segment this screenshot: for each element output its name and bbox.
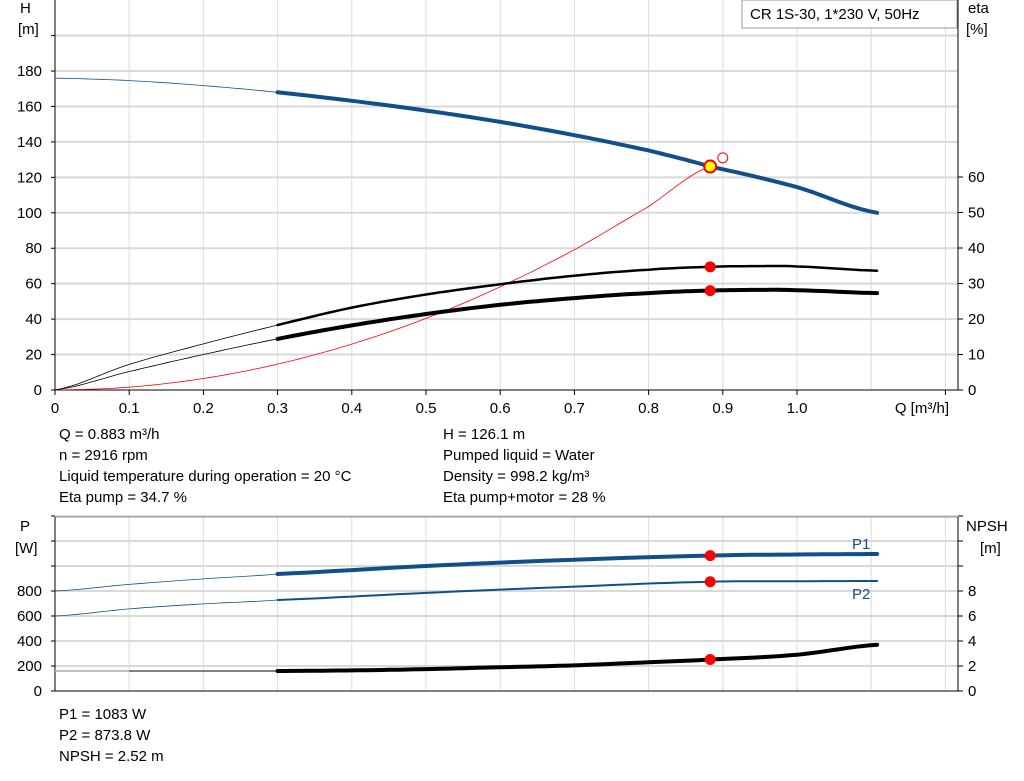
y2-axis-label: eta <box>968 0 990 17</box>
p2-curve-extrapolated <box>54 599 278 617</box>
y-tick-label: 140 <box>17 134 42 151</box>
p1-label: P1 <box>852 536 870 553</box>
y2-tick-label: 50 <box>968 205 985 222</box>
y2-tick-label: 30 <box>968 276 985 293</box>
y-tick-label: 160 <box>17 98 42 115</box>
info-left: Q = 0.883 m³/h n = 2916 rpm Liquid tempe… <box>59 424 351 508</box>
head-curve <box>275 90 880 215</box>
info-p2: P2 = 873.8 W <box>59 727 151 744</box>
legend-box <box>741 0 958 29</box>
p1-curve <box>275 552 880 576</box>
y2-axis-unit: [m] <box>980 540 1001 557</box>
info-eta-total: Eta pump+motor = 28 % <box>443 489 606 506</box>
y-axis-unit: [W] <box>15 540 38 557</box>
y-tick-label: 100 <box>17 205 42 222</box>
y2-tick-label: 10 <box>968 347 985 364</box>
x-tick-label: 0.7 <box>564 400 585 417</box>
y2-axis-unit: [%] <box>966 21 988 38</box>
npsh-curve <box>275 642 880 673</box>
p1-marker <box>704 550 716 562</box>
info-n: n = 2916 rpm <box>59 447 148 464</box>
p2-label: P2 <box>852 586 870 603</box>
x-tick-label: 0.1 <box>119 400 140 417</box>
x-tick-label: 0.4 <box>341 400 362 417</box>
info-liquid: Pumped liquid = Water <box>443 447 595 464</box>
y-tick-label: 400 <box>17 633 42 650</box>
y-tick-label: 0 <box>34 382 42 399</box>
p2-marker <box>704 576 716 588</box>
y-tick-label: 20 <box>25 347 42 364</box>
y-tick-label: 600 <box>17 608 42 625</box>
head-curve-extrapolated <box>54 77 278 93</box>
y2-tick-label: 4 <box>968 633 976 650</box>
system-curve <box>54 166 711 391</box>
x-axis-label: Q [m³/h] <box>895 400 949 417</box>
info-temp: Liquid temperature during operation = 20… <box>59 468 352 485</box>
y-tick-label: 0 <box>34 683 42 700</box>
x-tick-label: 0 <box>51 400 59 417</box>
y-tick-label: 200 <box>17 658 42 675</box>
x-tick-label: 0.6 <box>490 400 511 417</box>
y-tick-label: 180 <box>17 63 42 80</box>
y2-tick-label: 2 <box>968 658 976 675</box>
eta-total-curve <box>275 287 880 341</box>
y2-tick-label: 0 <box>968 683 976 700</box>
info-p1: P1 = 1083 W <box>59 706 147 723</box>
requested-point <box>717 152 729 164</box>
p1-curve-extrapolated <box>54 573 278 592</box>
x-tick-label: 1.0 <box>787 400 808 417</box>
x-tick-label: 0.3 <box>267 400 288 417</box>
info-h: H = 126.1 m <box>443 426 526 443</box>
info-npsh: NPSH = 2.52 m <box>59 748 164 765</box>
x-tick-label: 0.5 <box>416 400 437 417</box>
y2-tick-label: 40 <box>968 240 985 257</box>
npsh-marker <box>704 654 716 665</box>
p2-curve <box>276 580 879 601</box>
y2-tick-label: 20 <box>968 311 985 328</box>
y-tick-label: 120 <box>17 169 42 186</box>
x-tick-label: 0.8 <box>638 400 659 417</box>
info-bottom: P1 = 1083 W P2 = 873.8 W NPSH = 2.52 m <box>59 704 164 767</box>
info-eta-pump: Eta pump = 34.7 % <box>59 489 187 506</box>
y2-tick-label: 8 <box>968 583 976 600</box>
y-axis-label: H <box>20 0 31 17</box>
y2-axis-label: NPSH <box>966 518 1008 535</box>
eta-pump-curve-extrapolated <box>54 324 278 391</box>
y-axis-unit: [m] <box>18 21 39 38</box>
x-tick-label: 0.2 <box>193 400 214 417</box>
y2-tick-label: 6 <box>968 608 976 625</box>
y2-tick-label: 0 <box>968 382 976 399</box>
y-tick-label: 80 <box>25 240 42 257</box>
legend-text: CR 1S-30, 1*230 V, 50Hz <box>750 6 920 23</box>
info-right: H = 126.1 m Pumped liquid = Water Densit… <box>443 424 606 508</box>
eta-marker <box>704 261 716 273</box>
eta-pump-curve <box>276 264 879 327</box>
y-tick-label: 800 <box>17 583 42 600</box>
x-tick-label: 0.9 <box>712 400 733 417</box>
eta-total-curve-extrapolated <box>54 338 278 391</box>
eta-marker <box>704 285 716 297</box>
y-tick-label: 40 <box>25 311 42 328</box>
info-q: Q = 0.883 m³/h <box>59 426 160 443</box>
info-density: Density = 998.2 kg/m³ <box>443 468 590 485</box>
y-axis-label: P <box>20 518 30 535</box>
duty-point <box>703 159 718 174</box>
y2-tick-label: 60 <box>968 169 985 186</box>
y-tick-label: 60 <box>25 276 42 293</box>
